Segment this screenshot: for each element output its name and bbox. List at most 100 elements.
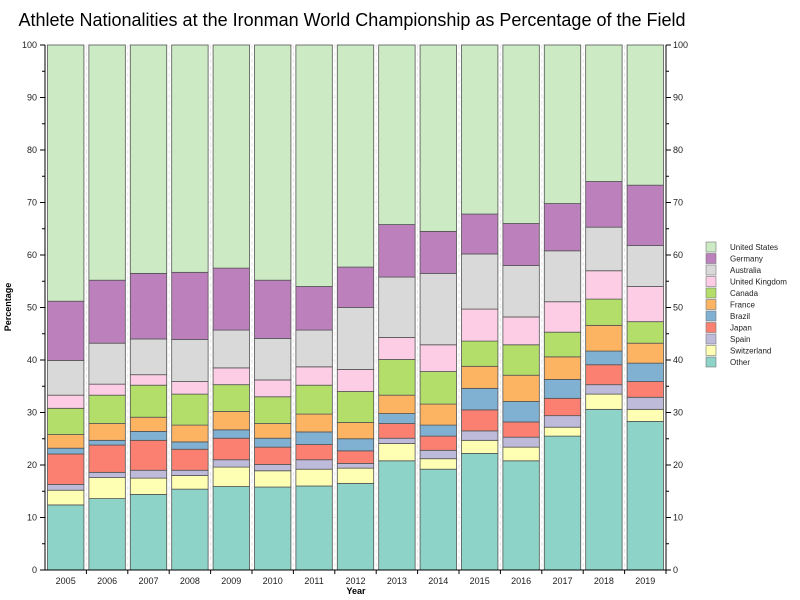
bar-segment-united-kingdom [543, 301, 582, 333]
legend-swatch-switzerland [705, 345, 717, 356]
x-tick-label: 2007 [138, 576, 158, 586]
bar-segment-australia [47, 360, 85, 396]
y-tick-label-left: 80 [27, 145, 37, 155]
legend-swatch-germany [705, 253, 717, 264]
x-tick-label: 2009 [221, 576, 241, 586]
bar-segment-other [626, 421, 664, 571]
bar-segment-united-states [295, 44, 333, 287]
legend-label: United States [730, 243, 778, 252]
y-tick-label-right: 30 [673, 408, 683, 418]
bar-segment-united-states [502, 44, 540, 224]
bar-segment-australia [543, 250, 582, 303]
bar-segment-spain [295, 459, 333, 470]
y-tick-label-left: 30 [27, 408, 37, 418]
bar-segment-france [378, 394, 416, 414]
bar-segment-australia [626, 245, 664, 287]
y-tick-label-right: 10 [673, 513, 683, 523]
bar-segment-united-kingdom [88, 383, 126, 396]
bars [47, 44, 664, 571]
bar-segment-germany [129, 272, 168, 340]
bar-segment-united-states [378, 44, 416, 225]
bar-segment-australia [212, 329, 250, 369]
legend-label: Australia [730, 266, 762, 275]
bar-segment-france [461, 365, 499, 389]
bar-segment-australia [336, 307, 375, 370]
legend-label: Switzerland [730, 347, 771, 356]
bar-segment-united-kingdom [626, 286, 664, 323]
y-tick-label-right: 40 [673, 355, 683, 365]
bar-segment-france [502, 374, 540, 402]
bar-segment-other [129, 493, 168, 571]
bar-segment-japan [585, 364, 623, 386]
bar-segment-germany [47, 300, 85, 361]
bar-segment-switzerland [171, 475, 209, 490]
bar-segment-france [88, 423, 126, 441]
x-tick-label: 2017 [552, 576, 572, 586]
bar-segment-canada [419, 371, 457, 405]
y-tick-label-left: 10 [27, 513, 37, 523]
bar-segment-united-kingdom [295, 366, 333, 386]
legend-label: Other [730, 358, 750, 367]
bar-segment-france [212, 411, 250, 431]
legend-label: France [730, 301, 755, 310]
bar-segment-france [129, 416, 168, 432]
bar-segment-spain [461, 430, 499, 441]
bar-segment-canada [626, 321, 664, 344]
y-axis-label: Percentage [3, 283, 13, 332]
bar-segment-other [171, 488, 209, 571]
bar-segment-other [212, 486, 250, 571]
bar-segment-united-kingdom [212, 367, 250, 386]
bar-segment-france [254, 423, 292, 439]
bar-segment-united-states [171, 44, 209, 273]
bar-segment-japan [502, 421, 540, 438]
legend-swatch-canada [705, 287, 717, 299]
bar-segment-france [336, 422, 375, 440]
x-tick-label: 2015 [470, 576, 490, 586]
bar-segment-switzerland [295, 468, 333, 487]
x-tick-label: 2019 [635, 576, 655, 586]
y-tick-label-right: 90 [673, 93, 683, 103]
y-tick-label-right: 20 [673, 460, 683, 470]
bar-segment-brazil [543, 379, 582, 399]
bar-segment-japan [461, 409, 499, 432]
y-tick-label-left: 70 [27, 198, 37, 208]
bar-segment-canada [461, 340, 499, 367]
bar-segment-spain [129, 469, 168, 479]
bar-segment-brazil [295, 431, 333, 445]
bar-segment-brazil [461, 387, 499, 411]
y-tick-label-right: 80 [673, 145, 683, 155]
bar-segment-brazil [47, 447, 85, 455]
bar-segment-spain [336, 463, 375, 469]
bar-segment-canada [47, 407, 85, 435]
bar-segment-united-kingdom [47, 394, 85, 409]
bar-segment-united-states [461, 44, 499, 215]
bar-segment-spain [543, 415, 582, 428]
bar-segment-australia [461, 253, 499, 310]
y-tick-label-right: 50 [673, 303, 683, 313]
x-axis-label: Year [346, 586, 366, 596]
bar-segment-japan [171, 448, 209, 471]
y-tick-label-left: 100 [22, 40, 37, 50]
bar-segment-japan [626, 381, 664, 398]
bar-segment-australia [171, 339, 209, 382]
bar-segment-united-states [585, 44, 623, 182]
bar-segment-united-kingdom [585, 270, 623, 300]
bar-segment-other [88, 498, 126, 571]
bar-segment-spain [254, 464, 292, 472]
bar-segment-switzerland [129, 477, 168, 495]
legend: United States Germany Australia United King… [705, 241, 787, 368]
bar-segment-australia [585, 226, 623, 272]
bar-segment-germany [419, 230, 457, 274]
bar-segment-japan [254, 446, 292, 465]
x-tick-label: 2008 [180, 576, 200, 586]
legend-label: Japan [730, 324, 752, 333]
bar-segment-japan [378, 423, 416, 439]
bar-segment-canada [212, 384, 250, 412]
bar-segment-brazil [502, 401, 540, 423]
bar-segment-canada [336, 391, 375, 423]
legend-label: Spain [730, 335, 750, 344]
bar-segment-switzerland [212, 466, 250, 487]
bar-segment-australia [295, 329, 333, 368]
y-tick-label-left: 90 [27, 93, 37, 103]
